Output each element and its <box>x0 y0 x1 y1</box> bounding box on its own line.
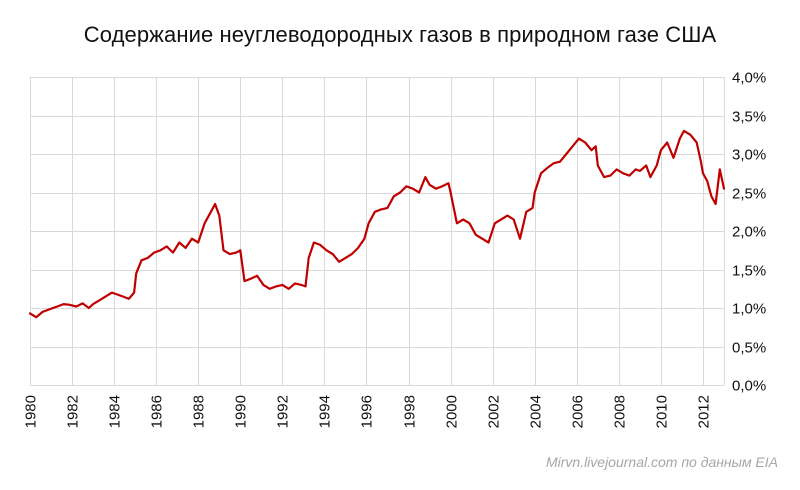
y-tick-label: 2,5% <box>732 186 766 203</box>
y-tick-label: 1,0% <box>732 301 766 318</box>
y-tick-label: 1,5% <box>732 263 766 280</box>
x-tick-label: 1982 <box>65 395 82 428</box>
x-axis-ticks: 1980 1982 1984 1986 1988 1990 1992 1994 1996 1998… <box>23 395 713 428</box>
x-tick-label: 2006 <box>570 395 587 428</box>
x-tick-label: 1990 <box>233 395 250 428</box>
x-tick-label: 1986 <box>149 395 166 428</box>
x-tick-label: 2008 <box>612 395 629 428</box>
y-tick-label: 3,0% <box>732 147 766 164</box>
y-tick-label: 2,0% <box>732 224 766 241</box>
x-tick-label: 2002 <box>486 395 503 428</box>
y-tick-label: 4,0% <box>732 70 766 87</box>
x-tick-label: 2004 <box>528 395 545 428</box>
source-credit: Mirvn.livejournal.com по данным EIA <box>545 454 778 470</box>
x-tick-label: 1992 <box>275 395 292 428</box>
x-tick-label: 1998 <box>402 395 419 428</box>
x-tick-label: 1980 <box>23 395 40 428</box>
chart-title: Содержание неуглеводородных газов в прир… <box>83 22 717 47</box>
x-tick-label: 1984 <box>107 395 124 428</box>
series-line <box>28 129 726 319</box>
y-tick-label: 0,5% <box>732 340 766 357</box>
gridlines <box>30 77 725 386</box>
x-tick-label: 1996 <box>359 395 376 428</box>
y-tick-label: 0,0% <box>732 378 766 395</box>
series-layer <box>28 129 726 319</box>
y-tick-label: 3,5% <box>732 109 766 126</box>
x-tick-label: 2010 <box>654 395 671 428</box>
x-tick-label: 1988 <box>191 395 208 428</box>
x-tick-label: 1994 <box>317 395 334 428</box>
x-tick-label: 2000 <box>444 395 461 428</box>
x-tick-label: 2012 <box>696 395 713 428</box>
y-axis-ticks: 0,0% 0,5% 1,0% 1,5% 2,0% 2,5% 3,0% 3,5% 4,0% <box>732 70 766 395</box>
